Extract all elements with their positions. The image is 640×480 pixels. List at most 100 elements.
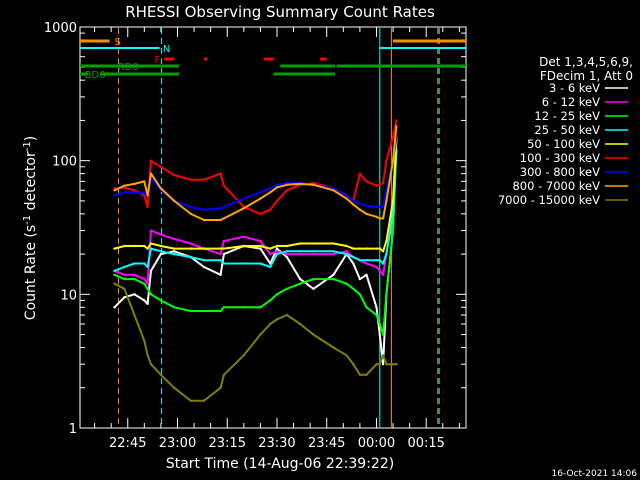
data-point [149,159,153,162]
data-point [149,363,153,366]
y-tick-label: 10 [60,288,77,303]
data-point [385,293,388,296]
data-point [222,239,226,243]
legend-header-line: FDecim 1, Att 0 [540,69,633,83]
data-point [189,247,192,250]
data-point [222,205,226,209]
data-point [133,244,136,248]
data-point [385,189,388,192]
data-point [352,255,355,259]
legend-entry-label: 100 - 300 keV [520,151,600,165]
legend-entry-label: 25 - 50 keV [534,123,600,137]
data-point [381,205,385,209]
x-tick-label: 22:45 [109,436,146,451]
data-point [269,208,272,211]
data-point [133,313,136,317]
data-point [242,207,245,210]
data-point [332,277,335,281]
data-point [123,244,126,248]
data-point [299,250,302,253]
data-point [242,306,245,309]
data-point [378,269,381,272]
state-bar-label-f: F [154,55,160,66]
data-point [189,255,192,259]
data-point [358,247,362,250]
data-point [332,252,335,256]
data-point [275,250,279,253]
data-point [375,205,378,209]
data-point [123,265,126,269]
data-point [352,247,355,250]
data-point [285,181,289,185]
data-point [299,322,302,326]
data-point [391,159,395,162]
data-point [202,399,206,402]
x-tick-label: 23:00 [159,436,196,451]
data-point [275,186,279,189]
data-point [332,189,335,192]
data-point [299,277,302,281]
data-point [113,269,116,272]
data-point [312,181,315,185]
data-point [159,299,163,302]
data-point [365,306,368,309]
data-point [275,247,279,250]
data-point [269,265,272,269]
data-point [269,187,272,190]
data-point [202,259,206,262]
y-axis-label-part-1: Count Rate (s [23,225,39,320]
data-point [242,262,245,265]
data-point [133,273,136,276]
data-point [381,250,385,253]
data-point [189,212,192,216]
data-point [189,309,192,313]
data-point [113,306,116,309]
data-point [391,363,395,366]
data-point [299,252,302,256]
data-point [385,252,388,256]
data-point [358,202,362,205]
data-point [202,265,206,269]
data-point [222,262,226,265]
data-point [189,205,192,209]
data-point [146,354,149,357]
data-point [378,247,381,250]
data-point [173,250,176,253]
data-point [365,373,368,376]
data-point [173,247,176,250]
data-point [143,262,146,265]
data-point [345,244,348,248]
data-point [222,247,226,250]
data-point [269,322,272,326]
data-point [391,212,395,216]
data-point [259,244,262,248]
legend-entry-label: 800 - 7000 keV [512,179,600,193]
data-point [378,217,381,220]
y-axis-label-sup-1: -1 [22,215,33,225]
data-point [285,183,289,186]
data-point [299,242,302,245]
data-point [299,182,302,186]
data-point [365,259,368,262]
x-tick-label: 23:15 [209,436,246,451]
data-point [395,119,398,122]
data-point [146,282,149,285]
data-point [385,239,388,243]
series-line [113,137,398,366]
data-point [285,189,289,192]
data-point [146,247,149,250]
data-point [358,208,362,211]
data-point [113,282,116,285]
data-point [345,282,348,285]
data-point [352,262,355,265]
data-point [149,172,153,175]
data-point [149,247,153,250]
data-point [173,252,176,256]
data-point [113,194,116,197]
data-point [275,252,279,256]
data-point [133,277,136,281]
data-point [358,172,362,175]
legend-entry-label: 12 - 25 keV [534,109,600,123]
data-point [222,373,226,376]
